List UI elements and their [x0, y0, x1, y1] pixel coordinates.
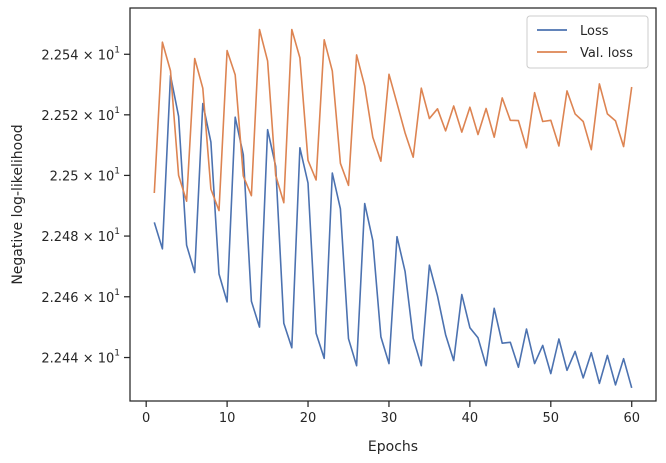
x-tick-label: 30	[381, 411, 398, 426]
x-tick-label: 20	[300, 411, 317, 426]
x-axis-label: Epochs	[368, 439, 418, 455]
legend-box	[526, 15, 649, 69]
x-tick-label: 40	[462, 411, 479, 426]
y-tick-label: 2.244 × 101	[41, 349, 120, 367]
series-line-0	[153, 74, 633, 389]
legend-label-val-loss: Val. loss	[580, 46, 633, 61]
series-group	[153, 28, 633, 389]
x-tick-label: 10	[219, 411, 236, 426]
y-tick-label: 2.246 × 101	[41, 288, 120, 306]
x-tick-label: 0	[142, 411, 150, 426]
y-tick-label: 2.252 × 101	[41, 106, 120, 124]
y-axis-label: Negative log-likelihood	[10, 124, 26, 284]
y-tick-label: 2.248 × 101	[41, 227, 120, 245]
legend: Loss Val. loss	[526, 15, 649, 69]
y-ticks-group: 2.244 × 101 2.246 × 101 2.248 × 101 2.25 × …	[41, 45, 130, 367]
legend-label-loss: Loss	[580, 24, 609, 39]
x-tick-label: 60	[623, 411, 640, 426]
x-tick-label: 50	[543, 411, 560, 426]
y-tick-label: 2.25 × 101	[50, 166, 120, 184]
y-tick-label: 2.254 × 101	[41, 45, 120, 63]
series-line-1	[153, 28, 633, 212]
x-ticks-group: 0 10 20 30 40 50 60	[142, 401, 640, 426]
plot-frame	[129, 7, 657, 402]
